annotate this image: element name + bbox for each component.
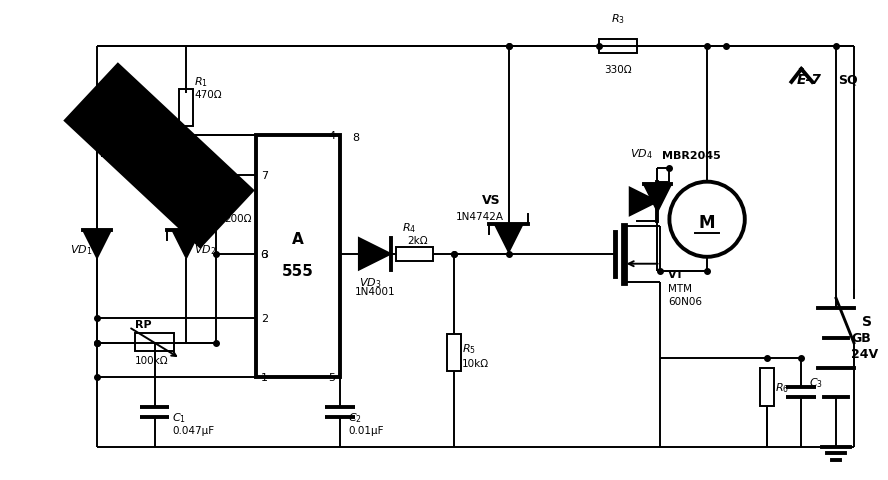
Text: A: A [291,231,304,246]
Text: 1: 1 [261,372,267,383]
Text: 10kΩ: 10kΩ [462,358,489,368]
Text: 470Ω: 470Ω [194,89,222,99]
Text: 0.01μF: 0.01μF [348,425,384,435]
Text: VD$_3$: VD$_3$ [359,276,381,290]
Text: 8: 8 [352,133,359,143]
Text: $R_5$: $R_5$ [462,341,476,355]
Text: $R_6$: $R_6$ [774,381,789,395]
Polygon shape [359,239,391,270]
Polygon shape [495,225,522,252]
Bar [256,136,340,378]
Text: RP: RP [135,319,151,329]
Text: 555: 555 [281,264,313,278]
Text: 7: 7 [261,170,268,180]
Text: MBR2045: MBR2045 [662,151,721,161]
Bar [448,334,461,372]
Text: 330Ω: 330Ω [604,65,631,75]
Bar [179,90,194,127]
Text: GB: GB [851,332,871,345]
Text: $C_2$: $C_2$ [348,410,362,424]
Text: $R_1$: $R_1$ [194,75,208,89]
Text: S: S [862,314,872,328]
Text: 1N4001: 1N4001 [354,287,395,297]
Text: VT: VT [669,269,685,279]
Text: SQ: SQ [838,73,858,86]
Text: 100kΩ: 100kΩ [135,355,169,365]
Text: E-7: E-7 [797,73,821,87]
Text: 1N4742A: 1N4742A [456,212,503,222]
Text: $R_3$: $R_3$ [611,12,625,25]
Text: VD$_1$: VD$_1$ [69,242,92,256]
Bar [396,247,433,261]
Text: 2kΩ: 2kΩ [407,236,428,245]
Text: 24V: 24V [851,348,878,360]
Polygon shape [83,230,111,258]
Text: 60N06: 60N06 [669,297,702,307]
Polygon shape [172,230,200,258]
Text: 200Ω: 200Ω [224,214,251,224]
Text: 0.047μF: 0.047μF [172,425,215,435]
Text: MTM: MTM [669,284,693,294]
Bar [599,40,637,54]
Text: M: M [699,214,716,232]
Text: VS: VS [482,193,501,206]
Polygon shape [644,184,671,212]
Text: 5: 5 [328,372,335,383]
Text: 4: 4 [328,131,335,141]
Text: $C_1$: $C_1$ [172,410,186,424]
Text: $C_3$: $C_3$ [809,376,823,389]
Bar [209,185,223,223]
Text: VD$_4$: VD$_4$ [630,147,653,161]
Bar [759,369,773,406]
Text: 2: 2 [261,313,268,324]
Text: VD$_2$: VD$_2$ [194,242,217,256]
Text: 3: 3 [261,249,267,259]
Bar [135,333,174,351]
Polygon shape [630,188,657,216]
Text: IN4001×2: IN4001×2 [100,149,162,159]
Text: $R_4$: $R_4$ [402,221,416,235]
Text: 6: 6 [261,249,267,259]
Text: $R_2$: $R_2$ [224,198,238,212]
